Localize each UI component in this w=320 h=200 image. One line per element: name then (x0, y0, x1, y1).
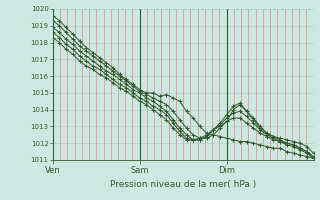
X-axis label: Pression niveau de la mer( hPa ): Pression niveau de la mer( hPa ) (110, 180, 256, 189)
